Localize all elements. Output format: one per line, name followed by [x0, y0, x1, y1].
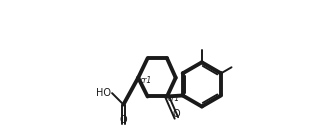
Text: cr1: cr1 — [140, 76, 152, 85]
Text: HO: HO — [97, 88, 112, 98]
Text: O: O — [120, 115, 127, 125]
Text: cr1: cr1 — [168, 94, 180, 103]
Text: O: O — [173, 109, 180, 119]
